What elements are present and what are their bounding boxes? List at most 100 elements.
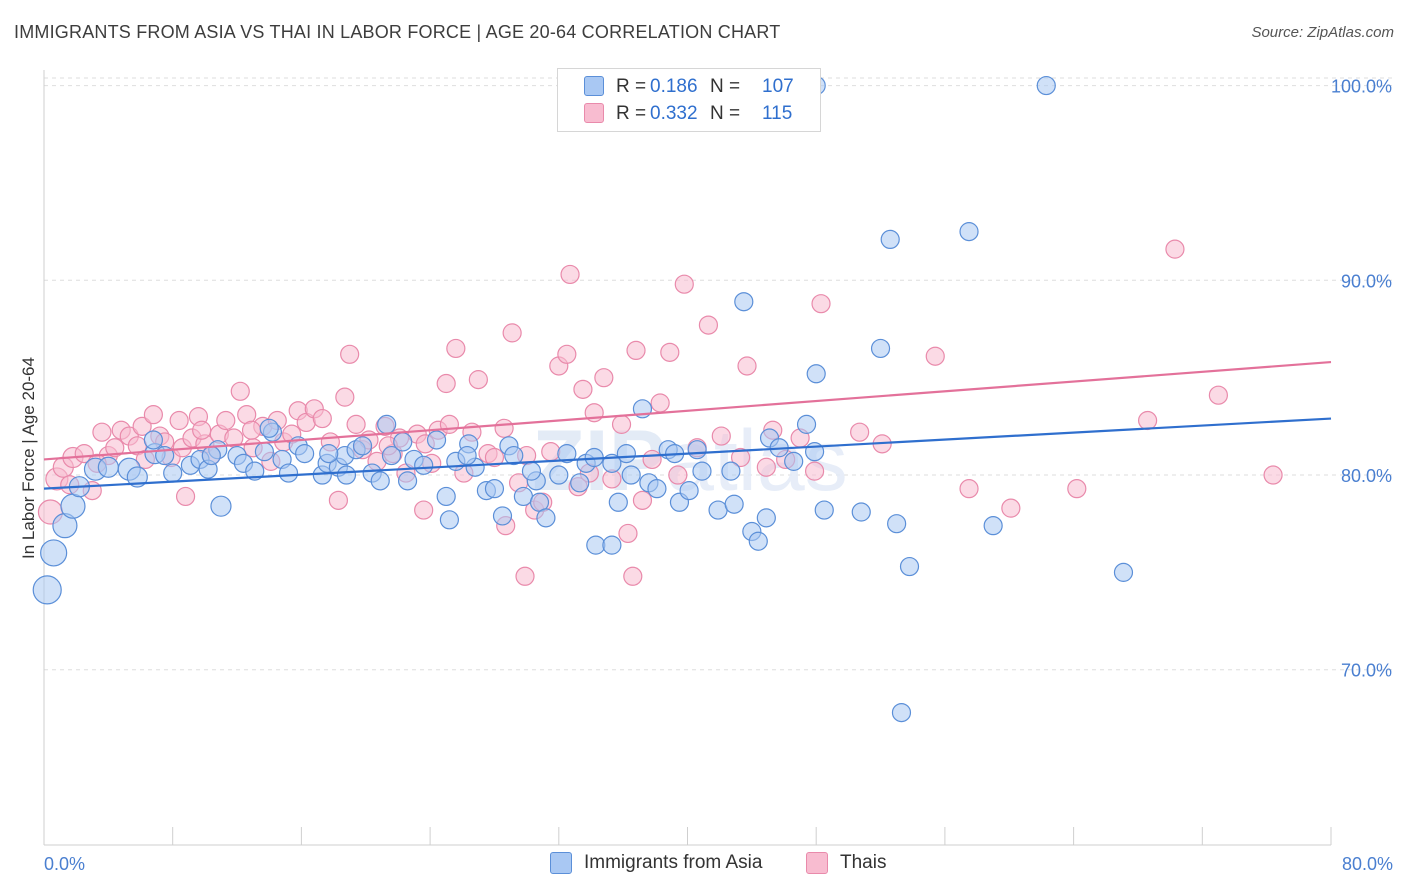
point-immigrants-from-asia	[756, 508, 776, 528]
point-thais	[804, 461, 825, 481]
axes	[43, 70, 1332, 846]
legend-item-immigrants-from-asia[interactable]: Immigrants from Asia	[550, 852, 762, 874]
point-immigrants-from-asia	[370, 471, 390, 491]
point-thais	[515, 566, 535, 586]
gridlines	[44, 77, 1392, 671]
legend-label-immigrants-from-asia: Immigrants from Asia	[584, 852, 763, 873]
point-immigrants-from-asia	[734, 292, 754, 312]
point-thais	[74, 444, 94, 464]
point-immigrants-from-asia	[381, 445, 402, 466]
point-immigrants-from-asia	[570, 473, 590, 493]
point-thais	[632, 490, 653, 510]
point-thais	[618, 523, 638, 544]
point-thais	[175, 486, 196, 507]
point-immigrants-from-asia	[60, 493, 86, 519]
point-thais	[241, 420, 262, 440]
x-tick-label: 0.0%	[44, 854, 85, 874]
point-immigrants-from-asia	[687, 440, 707, 460]
point-immigrants-from-asia	[426, 430, 447, 450]
point-immigrants-from-asia	[721, 461, 741, 481]
point-thais	[668, 465, 688, 485]
point-immigrants-from-asia	[806, 364, 826, 384]
point-immigrants-from-asia	[352, 436, 373, 456]
point-immigrants-from-asia	[891, 702, 912, 723]
point-thais	[730, 447, 751, 468]
point-thais	[711, 426, 731, 446]
point-thais	[959, 479, 979, 499]
point-immigrants-from-asia	[513, 486, 534, 507]
point-immigrants-from-asia	[870, 338, 891, 359]
point-thais	[92, 422, 112, 442]
stat-swatch-pink	[584, 103, 604, 123]
point-thais	[192, 420, 212, 440]
point-thais	[660, 342, 680, 362]
point-immigrants-from-asia	[692, 461, 712, 481]
point-immigrants-from-asia	[414, 455, 434, 475]
series-immigrants-from-asia	[32, 75, 1134, 723]
stats-row-thais: R = 0.332 N = 115	[558, 101, 820, 127]
point-immigrants-from-asia	[126, 466, 148, 488]
point-immigrants-from-asia	[608, 492, 628, 512]
point-thais	[414, 500, 434, 520]
point-immigrants-from-asia	[484, 479, 505, 499]
point-immigrants-from-asia	[278, 463, 299, 483]
point-thais	[811, 294, 831, 314]
point-immigrants-from-asia	[887, 514, 907, 534]
point-thais	[1138, 410, 1158, 431]
point-thais	[557, 344, 577, 364]
point-immigrants-from-asia	[504, 445, 524, 466]
point-thais	[105, 438, 125, 458]
point-immigrants-from-asia	[377, 414, 397, 434]
point-immigrants-from-asia	[748, 531, 768, 551]
point-thais	[737, 356, 757, 376]
point-thais	[230, 381, 250, 401]
point-thais	[626, 340, 646, 361]
point-thais	[446, 338, 466, 359]
point-thais	[1263, 465, 1283, 485]
point-thais	[494, 418, 514, 438]
point-thais	[143, 405, 163, 425]
point-immigrants-from-asia	[393, 432, 413, 452]
point-thais	[925, 346, 945, 366]
trendline-thais	[43, 360, 1332, 461]
y-axis-label: In Labor Force | Age 20-64	[19, 357, 38, 559]
point-immigrants-from-asia	[784, 451, 804, 471]
point-thais	[611, 414, 632, 434]
point-thais	[756, 457, 776, 477]
stat-n-value: 115	[762, 103, 793, 124]
point-immigrants-from-asia	[32, 575, 62, 605]
stat-swatch-blue	[584, 76, 604, 96]
point-immigrants-from-asia	[201, 445, 221, 466]
point-thais	[623, 566, 643, 586]
legend-swatch-blue	[550, 852, 572, 874]
point-thais	[502, 323, 522, 343]
stats-row-immigrants-from-asia: R = 0.186 N = 107	[558, 74, 820, 100]
stat-n-value: 107	[762, 76, 794, 97]
point-immigrants-from-asia	[814, 500, 834, 520]
point-immigrants-from-asia	[621, 465, 641, 485]
stat-r-value: 0.332	[650, 103, 698, 124]
legend-label-thais: Thais	[840, 852, 887, 873]
point-thais	[468, 370, 488, 390]
point-thais	[1001, 498, 1021, 518]
point-immigrants-from-asia	[679, 481, 699, 501]
point-immigrants-from-asia	[724, 494, 744, 514]
point-thais	[541, 442, 561, 462]
trend-lines	[43, 360, 1332, 490]
point-immigrants-from-asia	[899, 556, 920, 577]
legend-item-thais[interactable]: Thais	[806, 852, 886, 874]
point-thais	[335, 387, 355, 407]
point-thais	[1165, 239, 1185, 259]
point-immigrants-from-asia	[259, 418, 279, 438]
point-thais	[312, 408, 332, 429]
point-immigrants-from-asia	[457, 445, 477, 466]
point-immigrants-from-asia	[336, 465, 357, 485]
y-tick-label: 90.0%	[1341, 271, 1392, 291]
point-immigrants-from-asia	[295, 444, 315, 464]
point-immigrants-from-asia	[557, 444, 577, 464]
point-immigrants-from-asia	[521, 461, 542, 481]
y-tick-label: 70.0%	[1341, 661, 1392, 681]
point-thais	[439, 414, 460, 434]
point-immigrants-from-asia	[586, 535, 606, 555]
